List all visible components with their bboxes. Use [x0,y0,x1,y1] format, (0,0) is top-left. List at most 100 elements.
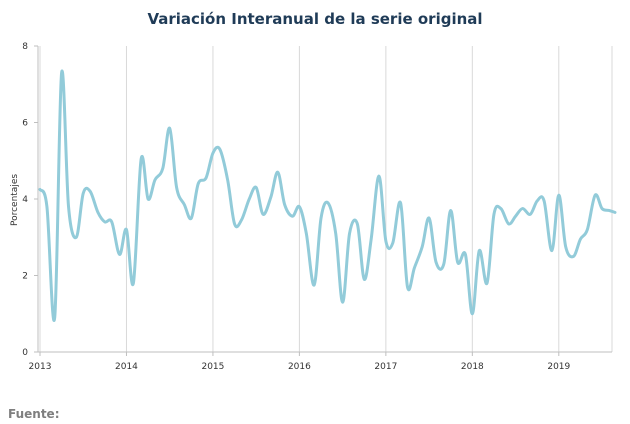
series-line [38,69,617,322]
data-point [608,209,610,211]
data-point [385,240,387,242]
data-point [97,211,99,213]
source-label: Fuente: [8,407,60,421]
data-point [536,200,538,202]
data-point [284,204,286,206]
data-point [486,282,488,284]
data-point [248,198,250,200]
data-point [298,205,300,207]
data-point [305,232,307,234]
data-point [320,217,322,219]
data-point [162,167,164,169]
data-point [197,183,199,185]
data-point [147,198,149,200]
data-point [450,209,452,211]
data-point [579,238,581,240]
data-point [428,217,430,219]
x-tick-label: 2014 [115,362,138,372]
data-point [313,284,315,286]
data-point [378,175,380,177]
data-point [348,232,350,234]
data-point [60,72,62,74]
data-point [277,171,279,173]
data-point [493,213,495,215]
data-point [291,215,293,217]
data-point [219,148,221,150]
tick-labels: 0 2 4 6 8 2013 2014 2015 2016 2017 2018 2019 [22,42,570,372]
data-point [614,211,616,213]
data-point [471,313,473,315]
data-point [586,228,588,230]
data-point [46,205,48,207]
data-point [507,223,509,225]
data-point [39,188,41,190]
data-point [399,202,401,204]
series-layer [38,69,617,322]
data-point [413,267,415,269]
data-point [356,223,358,225]
data-point [500,207,502,209]
data-point [270,196,272,198]
data-point [169,127,171,129]
data-point [456,261,458,263]
chart-title: Variación Interanual de la serie origina… [147,10,483,28]
data-point [132,282,134,284]
data-point [370,238,372,240]
x-tick-label: 2016 [288,362,311,372]
data-point [406,286,408,288]
data-point [443,263,445,265]
data-point [514,215,516,217]
x-tick-label: 2015 [201,362,224,372]
x-tick-label: 2013 [29,362,52,372]
axes [34,45,612,356]
data-point [464,253,466,255]
y-tick-label: 0 [22,348,28,358]
data-point [262,213,264,215]
y-tick-label: 4 [22,195,28,205]
data-point [478,249,480,251]
data-point [601,207,603,209]
data-point [82,192,84,194]
y-tick-label: 2 [22,272,28,282]
data-point [154,179,156,181]
data-point [327,202,329,204]
data-point [233,223,235,225]
x-tick-label: 2017 [374,362,397,372]
data-point [363,278,365,280]
data-point [212,152,214,154]
grid-lines [39,46,613,352]
data-point [572,255,574,257]
data-point [226,179,228,181]
data-point [54,316,56,318]
data-point [594,194,596,196]
x-tick-label: 2018 [461,362,484,372]
data-point [75,236,77,238]
data-point [341,301,343,303]
data-point [551,249,553,251]
data-point [125,228,127,230]
data-point [558,194,560,196]
data-point [435,261,437,263]
data-point [111,221,113,223]
data-point [89,190,91,192]
data-point [205,177,207,179]
data-point [118,253,120,255]
data-point [565,246,567,248]
data-point [421,246,423,248]
data-point [521,207,523,209]
data-point [255,186,257,188]
data-point [529,213,531,215]
y-tick-label: 8 [22,42,28,52]
data-point [104,221,106,223]
data-point [190,217,192,219]
data-point [140,158,142,160]
data-point [240,219,242,221]
data-point [183,204,185,206]
data-point [335,232,337,234]
x-tick-label: 2019 [547,362,570,372]
data-point [543,200,545,202]
y-axis-label: Porcentajes [10,174,20,226]
data-point [175,186,177,188]
y-tick-label: 6 [22,119,28,129]
